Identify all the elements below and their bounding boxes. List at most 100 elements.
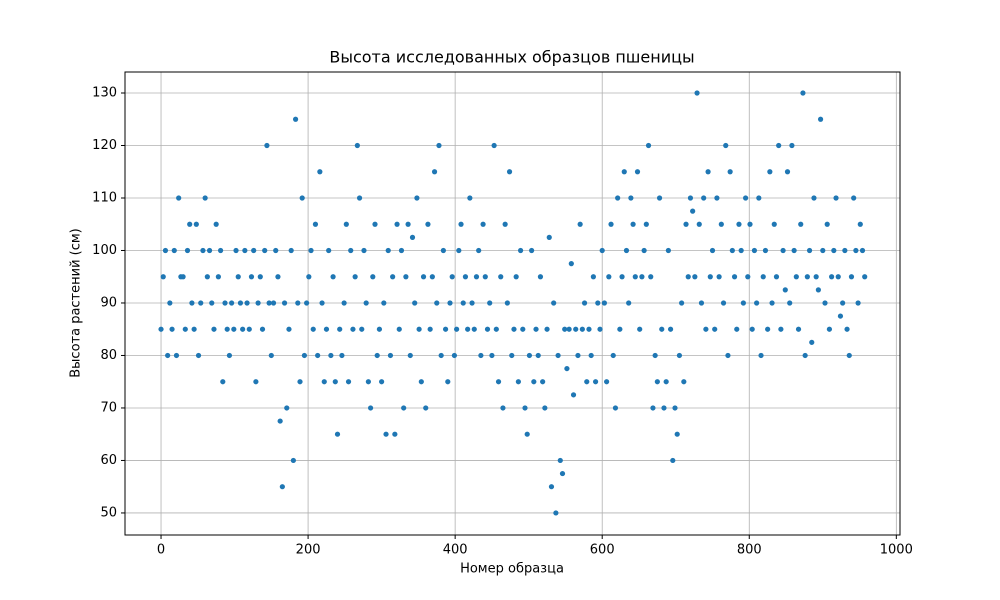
point [484, 326, 491, 332]
point [815, 287, 821, 293]
point [551, 300, 557, 306]
point [791, 247, 797, 254]
point [341, 300, 347, 306]
point [167, 300, 173, 306]
point [480, 221, 486, 227]
point [692, 274, 698, 280]
point [817, 116, 824, 122]
point [491, 142, 497, 149]
point [723, 142, 729, 149]
point [784, 169, 791, 175]
point [654, 379, 660, 385]
point [215, 274, 221, 280]
point [229, 300, 235, 306]
point [248, 274, 255, 280]
point [374, 352, 380, 359]
point [787, 300, 793, 306]
point [434, 300, 440, 306]
point [189, 300, 195, 306]
point [476, 247, 482, 254]
point [222, 300, 228, 306]
point [806, 247, 813, 254]
point [361, 247, 367, 254]
point [454, 326, 460, 332]
point [513, 274, 519, 280]
point [851, 195, 857, 201]
point [595, 300, 601, 306]
point [760, 274, 766, 280]
y-tick-label: 120 [92, 138, 117, 153]
point [809, 339, 815, 345]
point [493, 326, 499, 332]
point [451, 352, 458, 359]
point [687, 195, 694, 201]
point [306, 274, 312, 280]
point [621, 169, 627, 175]
point [639, 274, 645, 280]
point [217, 247, 224, 254]
point [835, 274, 841, 280]
point [162, 247, 169, 254]
point [524, 431, 530, 437]
point [597, 326, 603, 332]
point [233, 247, 239, 254]
point [469, 300, 475, 306]
point [857, 221, 863, 227]
point [412, 300, 418, 306]
point [275, 274, 281, 280]
point [584, 379, 590, 385]
point [789, 142, 795, 149]
point [630, 221, 636, 227]
point [310, 326, 316, 332]
point [670, 457, 676, 464]
point [762, 247, 769, 254]
point [548, 484, 555, 490]
point [648, 274, 654, 280]
point [738, 247, 744, 254]
point [612, 405, 619, 411]
point [187, 221, 193, 227]
point [427, 326, 433, 332]
point [813, 274, 819, 280]
point [414, 195, 420, 201]
point [573, 326, 579, 332]
plot-frame [124, 71, 901, 536]
point [811, 195, 817, 201]
point [213, 221, 219, 227]
point [831, 247, 837, 254]
point [716, 274, 722, 280]
point [709, 247, 716, 254]
point [173, 352, 180, 359]
point [235, 274, 241, 280]
point [698, 300, 705, 306]
point [645, 142, 652, 149]
point [473, 274, 480, 280]
point [820, 247, 826, 254]
point [848, 274, 855, 280]
point [731, 274, 738, 280]
point [826, 326, 833, 332]
point [751, 247, 758, 254]
point [628, 195, 634, 201]
point [345, 379, 352, 385]
point [202, 195, 208, 201]
point [449, 274, 455, 280]
chart-title: Высота исследованных образцов пшеницы [329, 48, 694, 67]
point [367, 405, 374, 411]
point [343, 221, 349, 227]
point [330, 274, 336, 280]
point [354, 142, 360, 149]
point [846, 352, 852, 359]
point [610, 352, 616, 359]
point [520, 326, 526, 332]
point [506, 169, 513, 175]
point [180, 274, 186, 280]
point [837, 313, 844, 319]
point [332, 379, 338, 385]
point [301, 352, 308, 359]
point [416, 326, 422, 332]
x-tick-label: 1000 [880, 543, 913, 558]
point [855, 300, 861, 306]
point [431, 169, 438, 175]
